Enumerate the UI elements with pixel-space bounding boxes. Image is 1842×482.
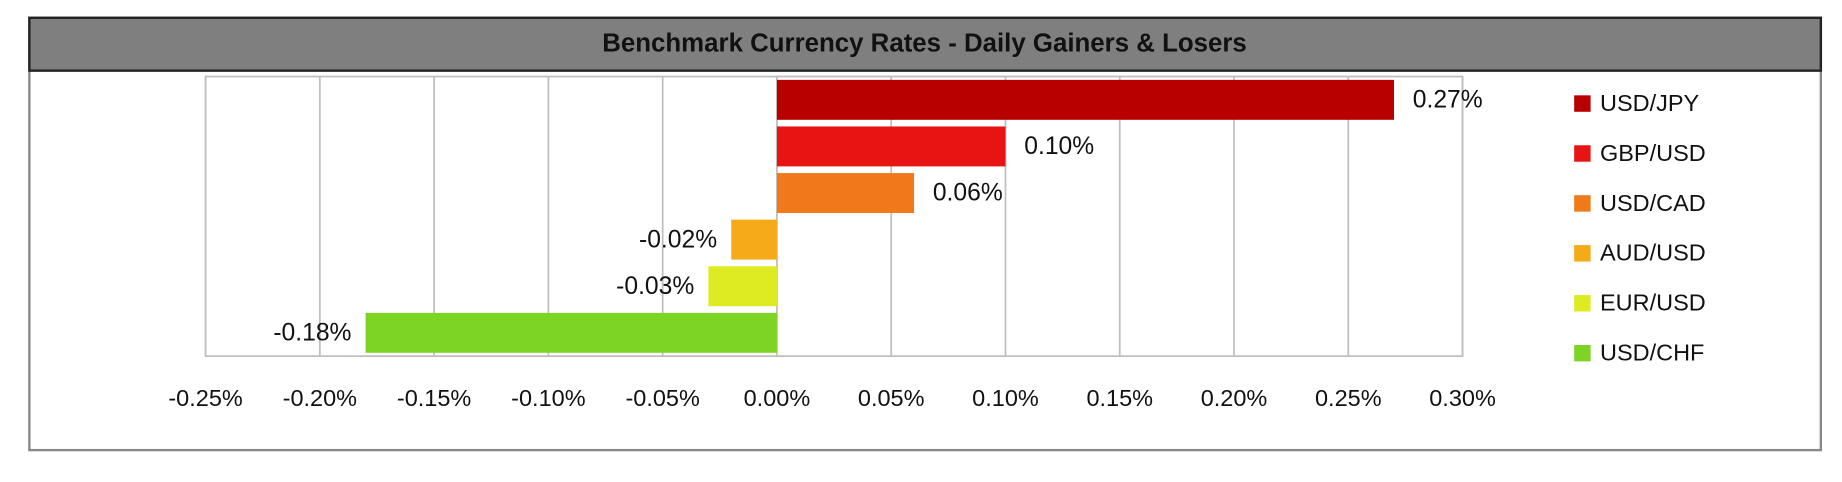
legend-label: EUR/USD <box>1600 290 1706 316</box>
bar <box>731 219 777 260</box>
x-tick-label: 0.30% <box>1429 385 1496 411</box>
plot: -0.25% -0.20% -0.15% -0.10% -0.05% 0.00% 0.05%… <box>168 75 1706 411</box>
x-tick-label: -0.10% <box>511 385 586 411</box>
x-tick-label: 0.05% <box>858 385 925 411</box>
legend-label: GBP/USD <box>1600 140 1706 166</box>
x-tick-label: 0.15% <box>1086 385 1153 411</box>
value-label: 0.10% <box>1024 133 1094 160</box>
title-bar <box>28 16 1823 72</box>
bar <box>365 312 777 353</box>
legend-swatch <box>1574 295 1591 312</box>
bar <box>708 266 777 307</box>
legend-label: AUD/USD <box>1600 240 1706 266</box>
legend-label: USD/CHF <box>1600 340 1704 366</box>
legend-swatch <box>1574 245 1591 262</box>
x-tick-label: 0.25% <box>1315 385 1382 411</box>
bar <box>776 126 1006 167</box>
legend-swatch <box>1574 145 1591 162</box>
chart-title: Benchmark Currency Rates - Daily Gainers… <box>602 30 1247 58</box>
value-label: -0.03% <box>616 273 694 300</box>
legend-swatch <box>1574 195 1591 212</box>
bar <box>776 173 915 214</box>
x-tick-label: 0.10% <box>972 385 1039 411</box>
value-label: -0.18% <box>273 320 351 347</box>
value-label: 0.27% <box>1413 87 1483 114</box>
legend-swatch <box>1574 95 1591 112</box>
x-tick-label: -0.25% <box>168 385 243 411</box>
x-tick-label: -0.20% <box>283 385 358 411</box>
legend-swatch <box>1574 344 1591 362</box>
x-tick-label: 0.00% <box>744 385 811 411</box>
value-label: -0.02% <box>639 226 717 253</box>
x-tick-label: 0.20% <box>1201 385 1268 411</box>
x-tick-label: -0.05% <box>625 385 700 411</box>
legend-label: USD/CAD <box>1600 190 1706 216</box>
plot-border <box>204 75 1464 358</box>
value-label: 0.06% <box>933 180 1003 207</box>
bar <box>776 79 1394 120</box>
legend-label: USD/JPY <box>1600 90 1700 116</box>
x-tick-label: -0.15% <box>397 385 472 411</box>
